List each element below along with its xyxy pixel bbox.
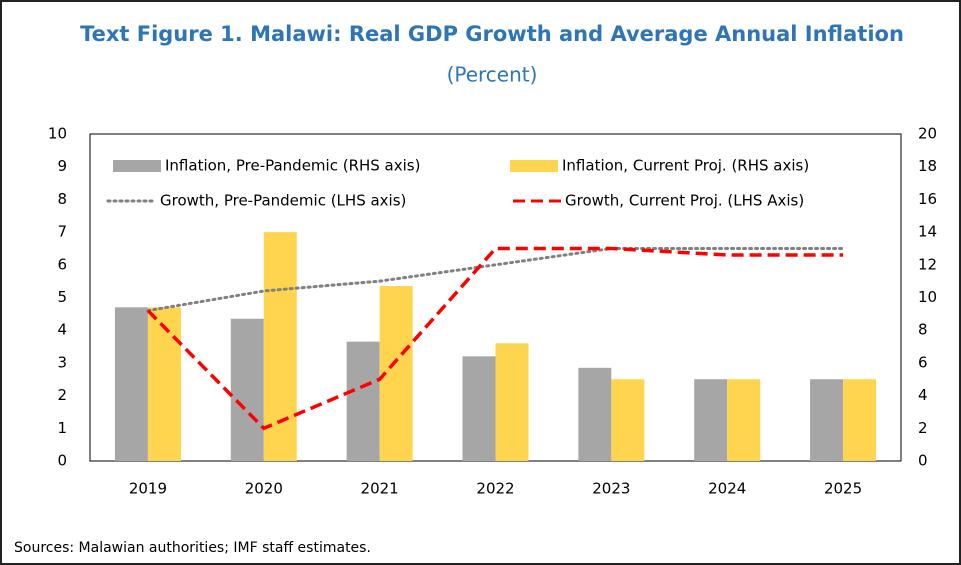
bar: [727, 379, 761, 461]
bar: [578, 367, 612, 461]
y-tick-label: 9: [57, 157, 67, 175]
y2-tick-label: 10: [918, 288, 937, 306]
y2-tick-label: 2: [918, 419, 928, 437]
y-tick-label: 8: [57, 190, 67, 208]
chart-subtitle: (Percent): [447, 63, 538, 87]
y2-tick-label: 20: [918, 125, 937, 143]
x-tick-label: 2021: [361, 480, 399, 498]
line-series: [146, 246, 844, 431]
bar: [810, 379, 844, 461]
bar: [495, 343, 529, 461]
legend-label: Growth, Pre-Pandemic (LHS axis): [160, 192, 406, 210]
x-tick-label: 2023: [592, 480, 630, 498]
legend-swatch: [113, 160, 161, 172]
y-tick-label: 4: [57, 321, 67, 339]
x-tick-label: 2025: [824, 480, 862, 498]
bar: [147, 307, 181, 461]
y2-tick-label: 14: [918, 223, 937, 241]
y-tick-label: 1: [57, 419, 67, 437]
source-note: Sources: Malawian authorities; IMF staff…: [14, 540, 371, 556]
y-tick-label: 3: [57, 353, 67, 371]
line-series: [146, 246, 845, 313]
bar: [346, 341, 380, 461]
x-tick-label: 2019: [129, 480, 167, 498]
y-tick-label: 7: [57, 223, 67, 241]
bar: [611, 379, 645, 461]
y2-tick-label: 0: [918, 452, 928, 470]
x-tick-label: 2024: [708, 480, 746, 498]
x-tick-label: 2022: [476, 480, 514, 498]
y-tick-label: 5: [57, 288, 67, 306]
y2-tick-label: 12: [918, 255, 937, 273]
y2-tick-label: 4: [918, 386, 928, 404]
bar: [462, 356, 496, 461]
bar: [694, 379, 728, 461]
bar: [114, 307, 148, 461]
y2-tick-label: 8: [918, 321, 928, 339]
y-tick-label: 0: [57, 452, 67, 470]
y-tick-label: 6: [57, 255, 67, 273]
chart-title: Text Figure 1. Malawi: Real GDP Growth a…: [80, 22, 904, 46]
y2-tick-label: 6: [918, 353, 928, 371]
y2-tick-label: 16: [918, 190, 937, 208]
y-tick-label: 2: [57, 386, 67, 404]
bar: [843, 379, 877, 461]
bar: [230, 318, 264, 461]
y-tick-label: 10: [48, 125, 67, 143]
legend-swatch: [510, 160, 558, 172]
legend-label: Growth, Current Proj. (LHS Axis): [565, 192, 804, 210]
y2-tick-label: 18: [918, 157, 937, 175]
legend-label: Inflation, Pre-Pandemic (RHS axis): [165, 157, 420, 175]
x-tick-label: 2020: [245, 480, 283, 498]
legend-label: Inflation, Current Proj. (RHS axis): [562, 157, 809, 175]
